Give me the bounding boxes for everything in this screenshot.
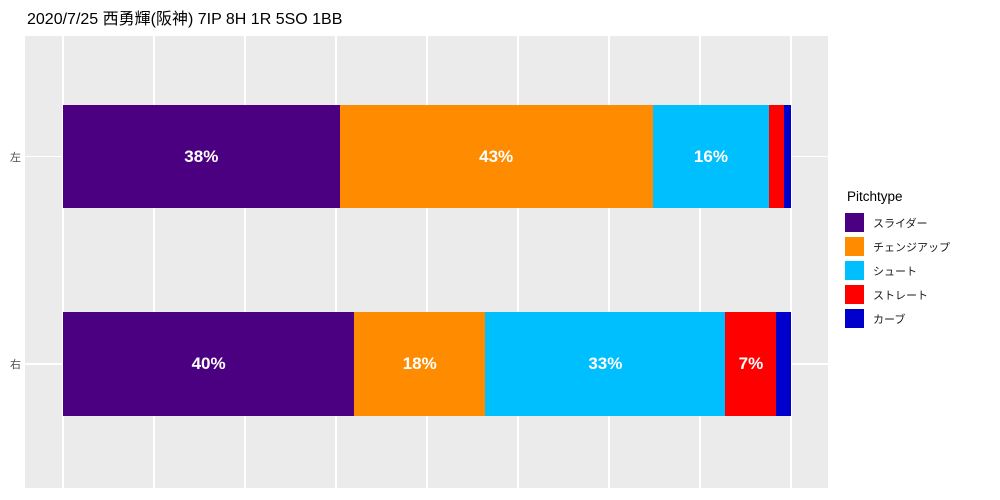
legend-key-swatch bbox=[845, 261, 864, 280]
legend-item-シュート: シュート bbox=[845, 261, 950, 280]
gridline-vertical-12.5 bbox=[153, 36, 155, 488]
bar-segment-label: 40% bbox=[191, 354, 226, 373]
legend-key-swatch bbox=[845, 237, 864, 256]
gridline-vertical-25 bbox=[244, 36, 246, 488]
bar-segment-label: 7% bbox=[738, 354, 764, 373]
bar-segment-label: 43% bbox=[479, 146, 514, 166]
bar-segment-右-シュート: 33% bbox=[485, 312, 726, 416]
bar-segment-左-シュート: 16% bbox=[652, 104, 770, 209]
bar-segment-右-チェンジアップ: 18% bbox=[354, 312, 486, 416]
gridline-vertical-87.5 bbox=[699, 36, 701, 488]
bar-右: 40% 18% 33% 7% bbox=[63, 312, 791, 416]
legend-item-ストレート: ストレート bbox=[845, 285, 950, 304]
legend-item-label: スライダー bbox=[873, 217, 928, 230]
legend-item-label: カーブ bbox=[873, 313, 906, 326]
bar-segment-左-ストレート bbox=[769, 104, 784, 209]
legend-key-swatch bbox=[845, 309, 864, 328]
gridline-vertical-100 bbox=[790, 36, 792, 488]
legend-item-チェンジアップ: チェンジアップ bbox=[845, 237, 950, 256]
gridline-vertical-75 bbox=[608, 36, 610, 488]
bar-segment-右-スライダー: 40% bbox=[63, 312, 355, 416]
bar-segment-label: 33% bbox=[588, 354, 623, 373]
bar-segment-左-カーブ bbox=[783, 104, 792, 209]
legend-item-label: ストレート bbox=[873, 289, 928, 302]
plot-panel: 38% 43% 16% 40% 18% 33% 7% bbox=[25, 36, 828, 488]
gridline-vertical-37.5 bbox=[335, 36, 337, 488]
bar-segment-label: 16% bbox=[693, 146, 728, 166]
legend-key-swatch bbox=[845, 285, 864, 304]
legend-item-スライダー: スライダー bbox=[845, 213, 950, 232]
bar-segment-右-ストレート: 7% bbox=[725, 312, 777, 416]
legend-title: Pitchtype bbox=[847, 189, 903, 204]
bar-segment-label: 18% bbox=[402, 354, 437, 373]
bar-segment-label: 38% bbox=[184, 146, 219, 166]
gridline-vertical-0 bbox=[62, 36, 64, 488]
legend-item-カーブ: カーブ bbox=[845, 309, 950, 328]
legend-key-swatch bbox=[845, 213, 864, 232]
gridline-vertical-50 bbox=[426, 36, 428, 488]
chart-title: 2020/7/25 西勇輝(阪神) 7IP 8H 1R 5SO 1BB bbox=[27, 11, 343, 28]
gridline-vertical-62.5 bbox=[517, 36, 519, 488]
legend-items: スライダーチェンジアップ シュートストレートカーブ bbox=[845, 213, 950, 328]
bar-segment-左-チェンジアップ: 43% bbox=[339, 104, 653, 209]
legend-item-label: シュート bbox=[873, 265, 917, 278]
y-tick-label-左: 左 bbox=[10, 151, 21, 164]
bar-segment-右-カーブ bbox=[776, 312, 791, 416]
legend-item-label: チェンジアップ bbox=[873, 241, 950, 254]
legend: Pitchtype スライダーチェンジアップ シュートストレートカーブ bbox=[845, 189, 950, 333]
bar-左: 38% 43% 16% bbox=[63, 104, 792, 209]
bar-segment-左-スライダー: 38% bbox=[63, 104, 340, 209]
y-tick-label-右: 右 bbox=[10, 359, 21, 371]
